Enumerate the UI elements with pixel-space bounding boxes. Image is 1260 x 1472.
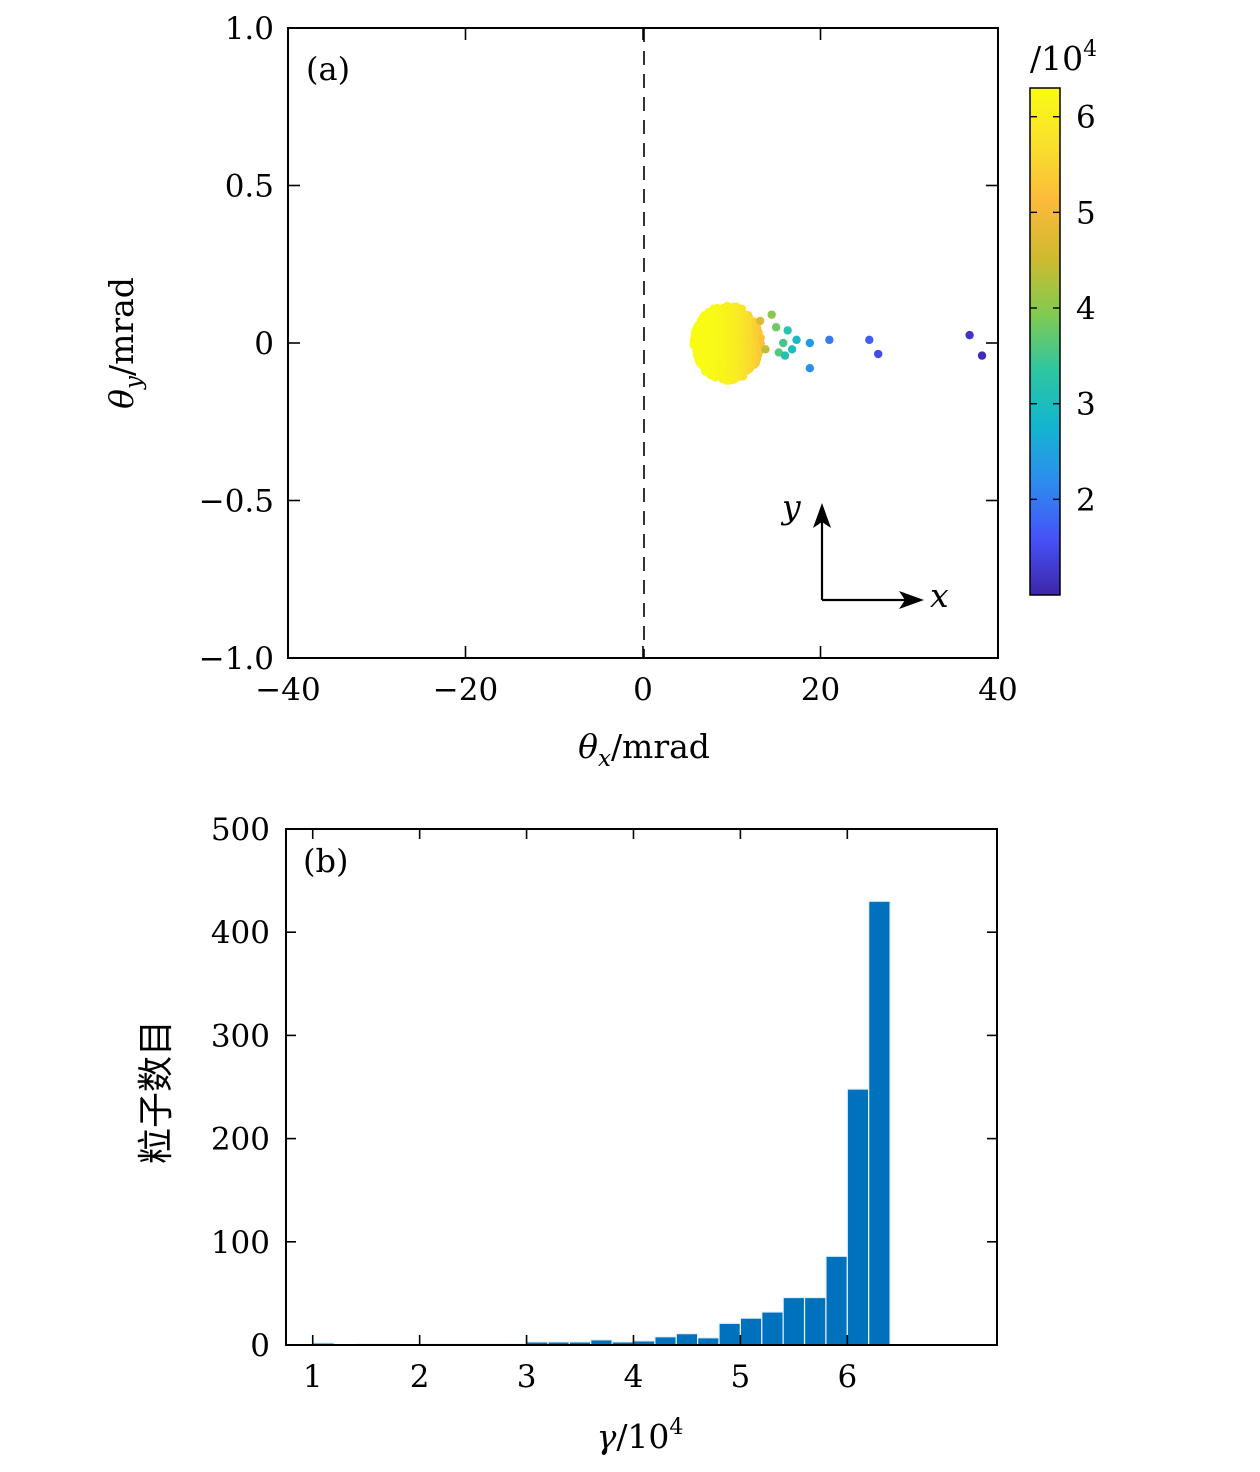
histogram-bars (312, 900, 891, 1346)
x-arrow-head (899, 591, 924, 609)
scatter-point (771, 323, 781, 332)
scatter-x-tick-label: −40 (255, 672, 320, 708)
scatter-y-axis-label: θy/mrad (102, 277, 147, 409)
scatter-point (761, 345, 770, 354)
scatter-x-tick-label: −20 (433, 672, 498, 708)
scatter-point (792, 335, 801, 345)
scatter-point (783, 326, 792, 335)
scatter-point (825, 335, 834, 345)
scatter-x-tick-label: 40 (978, 672, 1017, 708)
coordinate-axes-arrows: y x (780, 487, 949, 615)
colorbar-ticks: 2 3 4 5 6 (1030, 100, 1096, 518)
histogram-x-tick-label: 2 (410, 1359, 430, 1395)
scatter-x-axis-label: θx/mrad (578, 727, 710, 772)
histogram-bar (675, 1333, 699, 1346)
histogram-x-tick-label: 6 (837, 1359, 857, 1395)
histogram-bar (868, 900, 891, 1346)
histogram-y-tick-label: 100 (211, 1225, 270, 1261)
scatter-point (965, 330, 974, 340)
x-direction-label: x (930, 576, 949, 615)
scatter-point (774, 348, 783, 357)
scatter-point (780, 351, 790, 360)
histogram-bar (825, 1255, 848, 1346)
scatter-y-tick-label: −0.5 (199, 484, 274, 520)
colorbar-title: /104 (1030, 37, 1097, 78)
histogram-x-tick-label: 5 (731, 1359, 751, 1395)
histogram-x-tick-label: 3 (517, 1359, 537, 1395)
histogram-y-axis-label: 粒子数目 (136, 1020, 177, 1164)
scatter-point (779, 338, 788, 348)
scatter-points (689, 301, 987, 385)
scatter-point (865, 335, 874, 345)
y-arrow-head (813, 503, 831, 528)
scatter-y-tick-label: 0.5 (225, 169, 274, 205)
histogram-y-tick-label: 400 (211, 915, 270, 951)
colorbar-tick-label: 5 (1076, 195, 1096, 231)
scatter-point (755, 316, 765, 326)
scatter-y-tick-label: 1.0 (225, 11, 274, 47)
scatter-x-tick-label: 0 (633, 672, 653, 708)
scatter-point (767, 310, 776, 319)
histogram-bar (846, 1088, 870, 1346)
histogram-bar (803, 1296, 827, 1346)
histogram-y-tick-label: 0 (250, 1328, 270, 1364)
y-direction-label: y (780, 487, 801, 526)
scatter-point (805, 338, 815, 348)
scatter-point (873, 349, 883, 359)
histogram-bar (782, 1296, 806, 1346)
histogram-x-axis-label: γ/104 (597, 1415, 684, 1456)
scatter-point (689, 340, 698, 350)
panel-b-label: (b) (303, 842, 348, 880)
scatter-point (805, 364, 815, 373)
histogram-y-tick-label: 500 (211, 812, 270, 848)
histogram-x-ticks: 1 2 3 4 5 6 (303, 829, 857, 1395)
histogram-bar (739, 1317, 763, 1346)
colorbar-tick-label: 4 (1076, 291, 1096, 327)
scatter-point (718, 374, 727, 384)
scatter-plot-frame (287, 27, 999, 659)
scatter-x-tick-label: 20 (801, 672, 840, 708)
histogram-bar (697, 1337, 720, 1346)
histogram-y-tick-label: 300 (211, 1018, 270, 1054)
colorbar-tick-label: 2 (1076, 482, 1096, 518)
scatter-y-tick-label: 0 (254, 326, 274, 362)
histogram-x-tick-label: 4 (624, 1359, 644, 1395)
panel-a-label: (a) (306, 50, 350, 88)
colorbar (1029, 87, 1061, 596)
histogram-bar (718, 1322, 741, 1346)
histogram-panel: 1 2 3 4 5 6 0 100 200 300 400 500 (b) γ/104 粒子数目 (136, 812, 998, 1456)
scatter-y-ticks: 1.0 0.5 0 −0.5 −1.0 (199, 11, 998, 677)
histogram-bar (761, 1311, 784, 1346)
scatter-x-ticks: −40 −20 0 20 40 (255, 28, 1018, 708)
histogram-plot-frame (285, 828, 998, 1346)
scatter-point (787, 345, 797, 354)
scatter-point (977, 351, 987, 360)
histogram-y-ticks: 0 100 200 300 400 500 (211, 812, 997, 1364)
colorbar-tick-label: 6 (1076, 100, 1096, 136)
histogram-bar (654, 1336, 677, 1346)
histogram-x-tick-label: 1 (303, 1359, 323, 1395)
colorbar-tick-label: 3 (1076, 387, 1096, 423)
histogram-y-tick-label: 200 (211, 1122, 270, 1158)
scatter-y-tick-label: −1.0 (199, 641, 274, 677)
scatter-panel: −40 −20 0 20 40 1.00.50−0.5−1.0 (a) θx/mrad … (102, 11, 1097, 772)
